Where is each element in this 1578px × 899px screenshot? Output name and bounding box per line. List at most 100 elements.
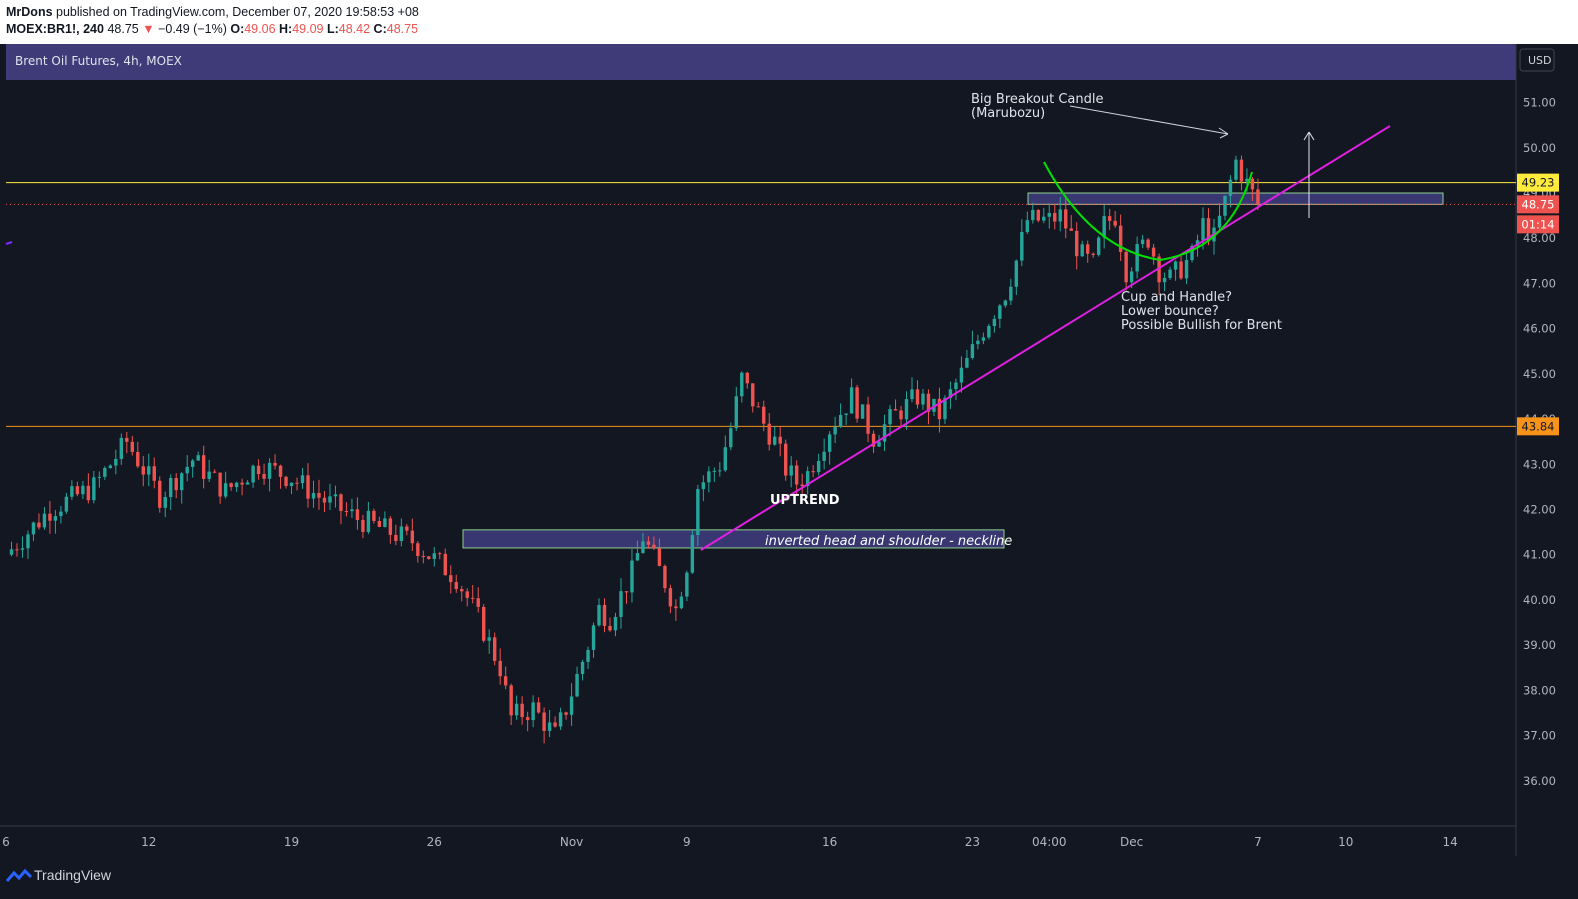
- candle: [476, 587, 480, 613]
- candle: [536, 697, 541, 714]
- candle-body: [674, 606, 678, 609]
- candle-body: [1184, 260, 1189, 279]
- candle: [317, 479, 321, 510]
- time-tick-label: 26: [427, 835, 442, 849]
- candle-body: [586, 649, 590, 662]
- candle: [86, 473, 91, 504]
- neckline-annotation: inverted head and shoulder - neckline: [765, 534, 1012, 549]
- candle: [503, 666, 508, 690]
- time-tick-label: 19: [284, 835, 299, 849]
- candle-body: [1135, 244, 1139, 272]
- candle-body: [899, 410, 903, 420]
- candle: [1075, 222, 1079, 270]
- candle: [564, 711, 568, 720]
- candle: [306, 463, 310, 508]
- candle: [471, 585, 475, 604]
- candle: [608, 617, 612, 632]
- candle-body: [284, 476, 288, 486]
- candle-body: [147, 466, 151, 475]
- candle-body: [871, 433, 876, 447]
- candle: [53, 510, 58, 534]
- candle: [218, 472, 222, 504]
- candle: [860, 404, 865, 419]
- candle-body: [1053, 212, 1057, 222]
- candle-body: [948, 389, 953, 398]
- candle-body: [328, 496, 332, 503]
- candle: [267, 458, 272, 492]
- candle-body: [773, 436, 777, 445]
- candle: [48, 500, 52, 534]
- candle: [333, 485, 338, 508]
- candle-body: [641, 541, 645, 553]
- candle: [619, 578, 623, 629]
- candle-body: [482, 606, 486, 641]
- candle: [1168, 266, 1172, 280]
- title-banner: [6, 44, 1516, 80]
- candle-body: [921, 393, 925, 405]
- candle-body: [745, 372, 749, 384]
- candle: [784, 439, 788, 481]
- cup-annotation-line: Lower bounce?: [1121, 304, 1219, 319]
- price-tick-label: 36.00: [1523, 774, 1556, 788]
- candle: [767, 413, 771, 451]
- candle: [212, 469, 217, 474]
- price-chart[interactable]: Brent Oil Futures, 4h, MOEX USD 36.00 37.00…: [0, 44, 1578, 856]
- candle: [311, 480, 316, 508]
- price-tick-label: 40.00: [1523, 593, 1556, 607]
- chart-area[interactable]: Brent Oil Futures, 4h, MOEX USD 36.00 37.00…: [0, 44, 1578, 856]
- candle-body: [1190, 245, 1194, 261]
- candle-body: [784, 443, 788, 476]
- candle-body: [1107, 216, 1112, 221]
- candle-body: [218, 472, 222, 497]
- candle: [613, 612, 618, 637]
- candle-body: [822, 451, 826, 461]
- candle: [1179, 255, 1183, 280]
- candle-body: [492, 637, 497, 661]
- candle-body: [1140, 239, 1145, 245]
- candle-body: [1124, 251, 1128, 283]
- candle-body: [201, 455, 206, 479]
- candle: [789, 456, 793, 488]
- candle-body: [141, 466, 145, 475]
- candle-body: [158, 480, 162, 508]
- candle-body: [306, 475, 310, 499]
- candle-body: [438, 553, 442, 555]
- candle-body: [1058, 209, 1062, 222]
- candle: [273, 454, 277, 470]
- candle: [959, 356, 964, 393]
- candle-body: [1195, 240, 1200, 246]
- candle-body: [707, 471, 711, 483]
- candle-body: [1179, 261, 1183, 279]
- footer-bar: TradingView: [0, 856, 1578, 899]
- candle-body: [48, 513, 52, 521]
- candle-body: [712, 470, 717, 472]
- currency-box[interactable]: [1519, 48, 1555, 72]
- candle: [190, 458, 195, 478]
- candle: [520, 696, 524, 725]
- candle-body: [427, 556, 431, 559]
- candle-body: [794, 465, 799, 485]
- candle: [569, 683, 574, 726]
- candle: [498, 648, 502, 685]
- candle-body: [778, 436, 782, 444]
- author-name[interactable]: MrDons: [6, 5, 53, 19]
- tradingview-logo-icon[interactable]: [6, 868, 32, 886]
- candle: [432, 547, 436, 567]
- candle-body: [888, 409, 892, 425]
- candle-body: [70, 486, 74, 497]
- candle: [1080, 240, 1084, 257]
- candle: [685, 570, 689, 602]
- candle: [223, 471, 228, 499]
- candle: [514, 695, 519, 720]
- left-marker: [5, 241, 13, 245]
- candle: [185, 455, 189, 482]
- candle-body: [377, 520, 382, 527]
- candle-body: [987, 326, 991, 338]
- candle: [1151, 243, 1156, 265]
- candle: [31, 521, 36, 542]
- last-price-label: 48.75: [1522, 197, 1555, 211]
- candle: [1086, 240, 1090, 263]
- candle: [114, 449, 118, 475]
- candle-body: [1080, 244, 1084, 257]
- tradingview-brand[interactable]: TradingView: [34, 867, 112, 883]
